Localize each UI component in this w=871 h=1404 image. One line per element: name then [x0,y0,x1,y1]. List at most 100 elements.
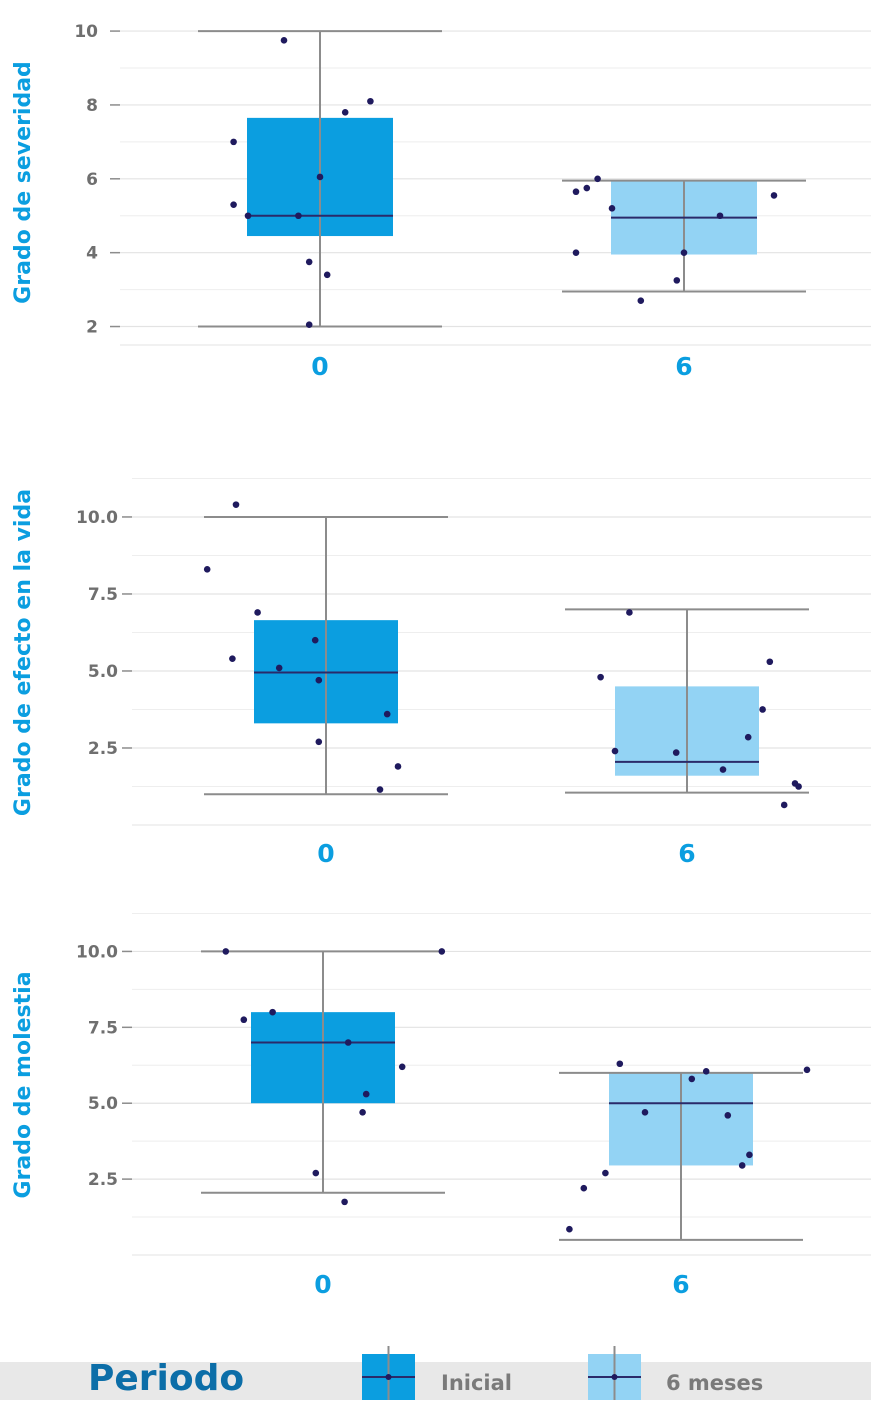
x-category-label: 6 [675,352,692,381]
data-point [688,1075,696,1083]
data-point [616,1060,624,1068]
data-point [673,277,681,284]
y-tick-label: 5.0 [88,1094,118,1114]
chart-panels: 2 4 6 8 10 Grado de severidad 0 6 2.5 5.0 7.5 10.0 G… [11,22,871,1299]
chart-panel-2: 2.5 5.0 7.5 10.0 Grado de efecto en la vida 0… [11,477,871,868]
legend-dot-inicial [385,1374,392,1380]
data-point [315,738,323,746]
y-tick-label: 2.5 [88,1170,118,1190]
y-tick-label: 10.0 [76,508,118,528]
data-point [229,655,236,662]
data-point [780,801,788,809]
y-tick-label: 2 [86,318,98,338]
data-point [275,664,283,672]
y-axis-label: Grado de molestia [11,971,36,1198]
y-tick-label: 7.5 [88,1018,118,1038]
box-6-meses [559,1060,811,1241]
data-point [362,1090,370,1098]
data-point [770,192,778,199]
box-6-meses [565,608,809,809]
data-point [280,37,288,44]
data-point [702,1068,710,1075]
data-point [744,733,752,741]
y-tick-label: 4 [86,244,98,264]
y-axis-label: Grado de severidad [11,61,36,304]
data-point [344,1039,352,1046]
box-inicial [201,948,446,1206]
box-inicial [198,30,442,328]
data-point [637,297,645,304]
data-point [602,1169,609,1177]
legend-title: Periodo [88,1358,244,1399]
data-point [583,184,591,192]
data-point [394,763,402,770]
data-point [232,501,240,508]
data-point [244,212,252,220]
x-category-label: 0 [314,1270,331,1299]
y-tick-label: 8 [86,96,98,116]
data-point [594,175,601,183]
data-point [367,97,374,105]
chart-panel-3: 2.5 5.0 7.5 10.0 Grado de molestia 0 6 [11,912,871,1299]
data-point [240,1016,248,1024]
y-axis-label: Grado de efecto en la vida [11,489,36,816]
data-point [680,249,688,256]
data-point [269,1008,276,1016]
x-category-label: 0 [317,839,334,868]
data-point [759,706,766,713]
data-point [716,212,724,220]
x-category-label: 6 [678,839,695,868]
data-point [230,138,237,146]
data-point [803,1066,811,1074]
legend: Periodo Inicial 6 meses [0,1346,871,1400]
data-point [312,1169,320,1177]
data-point [746,1151,753,1159]
legend-key-inicial [362,1346,415,1400]
data-point [572,249,580,256]
legend-dot-6-meses [611,1374,618,1380]
box-6-meses [562,175,806,304]
legend-label-inicial: Inicial [441,1371,512,1395]
y-tick-label: 2.5 [88,739,118,759]
data-point [608,205,616,212]
y-tick-label: 10 [74,22,98,42]
box-inicial [203,501,448,796]
data-point [254,609,261,616]
data-point [305,258,313,266]
data-point [305,321,313,328]
data-point [672,749,680,756]
data-point [222,948,230,955]
data-point [230,201,237,208]
data-point [566,1225,573,1233]
chart-panel-1: 2 4 6 8 10 Grado de severidad 0 6 [11,22,871,381]
data-point [311,636,319,644]
y-tick-label: 7.5 [88,585,118,605]
x-category-label: 6 [672,1270,689,1299]
data-point [766,658,774,666]
data-point [315,676,323,684]
y-tick-label: 5.0 [88,662,118,682]
data-point [572,188,580,196]
y-tick-label: 10.0 [76,942,118,962]
data-point [626,609,633,616]
data-point [641,1109,649,1116]
data-point [341,109,349,116]
data-point [611,747,619,755]
data-point [795,783,802,790]
x-category-label: 0 [311,352,328,381]
data-point [341,1198,348,1206]
data-point [719,766,727,773]
data-point [398,1063,406,1071]
legend-background [0,1362,871,1400]
data-point [316,173,324,181]
data-point [438,948,446,955]
data-point [383,710,391,718]
data-point [597,673,604,681]
data-point [376,786,384,793]
data-point [203,566,211,573]
data-point [359,1109,366,1116]
data-point [724,1112,732,1119]
data-point [580,1184,588,1192]
